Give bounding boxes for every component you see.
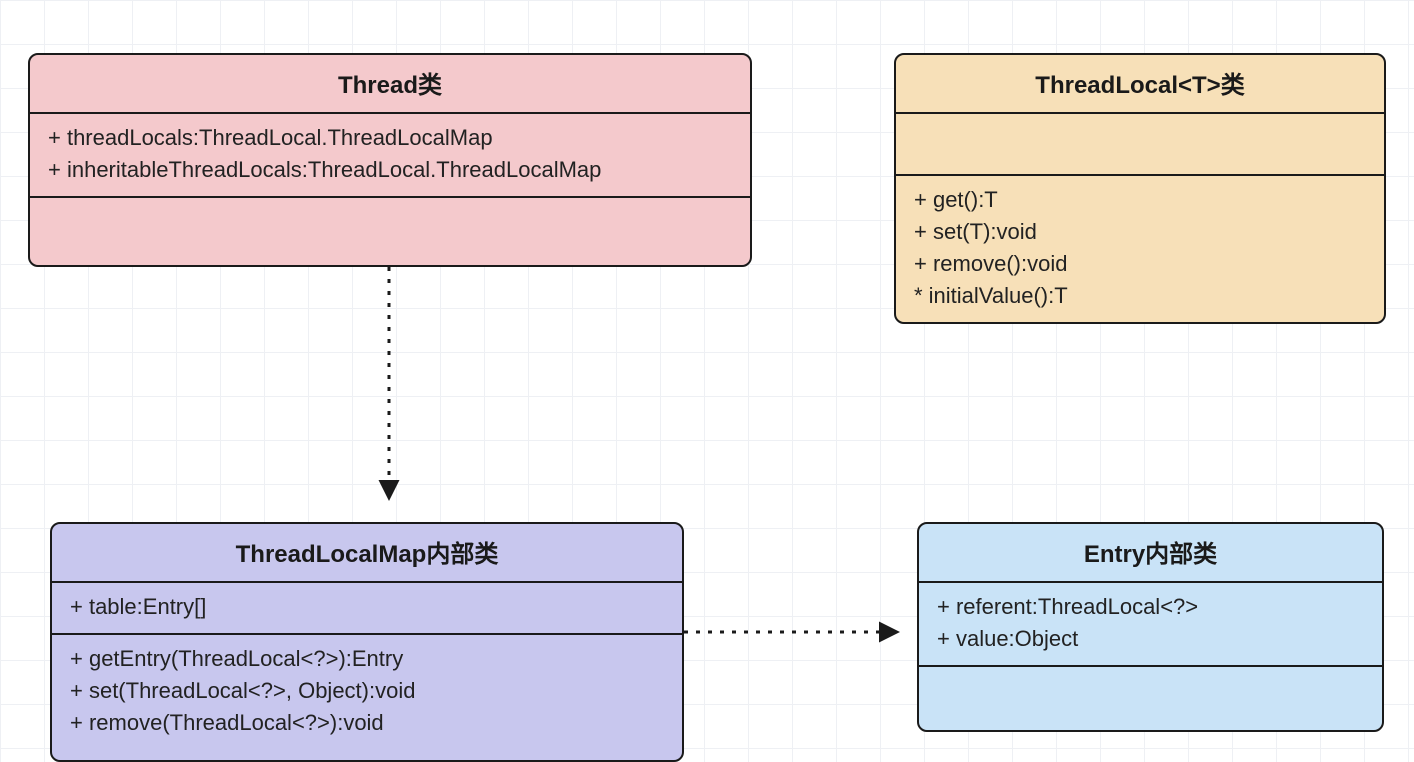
class-thread-methods [30,198,750,260]
class-threadlocal-methods: + get():T + set(T):void + remove():void … [896,176,1384,322]
class-entry-methods [919,667,1382,705]
class-entry-title: Entry内部类 [919,524,1382,583]
class-threadlocal: ThreadLocal<T>类 + get():T + set(T):void … [894,53,1386,324]
class-thread-title: Thread类 [30,55,750,114]
class-entry-attrs: + referent:ThreadLocal<?> + value:Object [919,583,1382,667]
attr-row: + value:Object [937,623,1364,655]
method-row: + remove(ThreadLocal<?>):void [70,707,664,739]
method-row: + set(T):void [914,216,1366,248]
class-threadlocalmap-attrs: + table:Entry[] [52,583,682,635]
attr-row: + threadLocals:ThreadLocal.ThreadLocalMa… [48,122,732,154]
attr-row: + table:Entry[] [70,591,664,623]
class-threadlocal-attrs [896,114,1384,176]
class-threadlocalmap-methods: + getEntry(ThreadLocal<?>):Entry + set(T… [52,635,682,749]
class-threadlocalmap: ThreadLocalMap内部类 + table:Entry[] + getE… [50,522,684,762]
class-thread-attrs: + threadLocals:ThreadLocal.ThreadLocalMa… [30,114,750,198]
method-row: * initialValue():T [914,280,1366,312]
class-entry: Entry内部类 + referent:ThreadLocal<?> + val… [917,522,1384,732]
attr-row: + referent:ThreadLocal<?> [937,591,1364,623]
method-row: + remove():void [914,248,1366,280]
method-row: + get():T [914,184,1366,216]
class-threadlocalmap-title: ThreadLocalMap内部类 [52,524,682,583]
class-threadlocal-title: ThreadLocal<T>类 [896,55,1384,114]
method-row: + getEntry(ThreadLocal<?>):Entry [70,643,664,675]
class-thread: Thread类 + threadLocals:ThreadLocal.Threa… [28,53,752,267]
method-row: + set(ThreadLocal<?>, Object):void [70,675,664,707]
attr-row: + inheritableThreadLocals:ThreadLocal.Th… [48,154,732,186]
